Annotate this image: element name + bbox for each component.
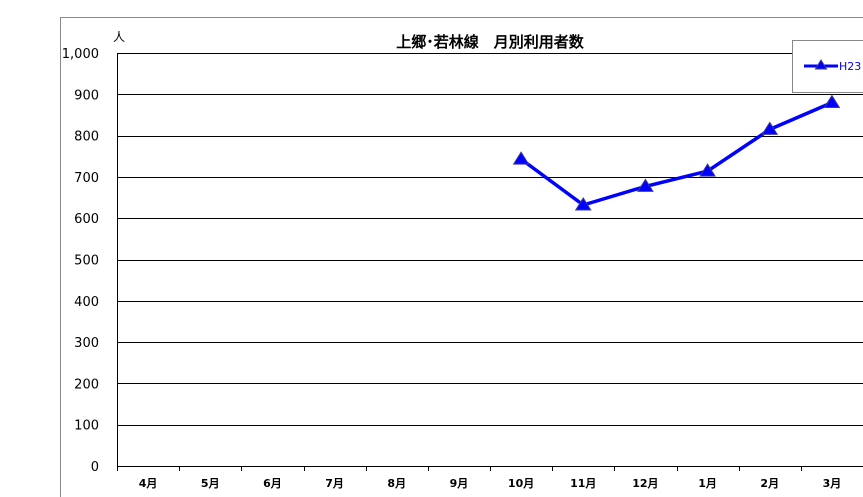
y-axis-tick-labels: 0 100 200 300 400 500 600 700 800 900 1,000: [62, 47, 99, 475]
data-point-marker: [699, 163, 716, 177]
data-point-marker: [512, 151, 530, 165]
y-tick-label: 500: [74, 254, 99, 269]
data-point-marker: [761, 121, 779, 135]
x-tick-label: 8月: [387, 477, 406, 490]
chart-frame: [60, 17, 863, 497]
x-tick-label: 2月: [760, 477, 779, 490]
axes: [117, 53, 863, 471]
series-h23: [512, 94, 841, 211]
data-point-marker: [637, 178, 654, 192]
y-tick-label: 300: [74, 336, 99, 351]
x-tick-label: 5月: [201, 477, 220, 490]
chart-title: 上郷･若林線 月別利用者数: [396, 33, 585, 51]
x-tick-label: 1月: [698, 477, 717, 490]
x-tick-label: 10月: [508, 477, 534, 490]
data-point-marker: [823, 94, 841, 109]
y-tick-label: 1,000: [62, 47, 99, 62]
y-tick-label: 900: [74, 88, 99, 103]
x-tick-label: 7月: [325, 477, 344, 490]
y-tick-label: 700: [74, 171, 99, 186]
legend-entry-h23: H23: [839, 60, 861, 73]
y-tick-label: 100: [74, 419, 99, 434]
y-tick-label: 600: [74, 212, 99, 227]
x-tick-label: 12月: [632, 477, 658, 490]
series-line-h23: [520, 100, 833, 207]
y-tick-label: 200: [74, 377, 99, 392]
data-point-marker: [574, 197, 592, 211]
x-axis-tick-labels: 4月 5月 6月 7月 8月 9月 10月 11月 12月 1月 2月 3月: [139, 477, 841, 490]
y-tick-label: 400: [74, 295, 99, 310]
y-tick-label: 800: [74, 130, 99, 145]
x-tick-label: 11月: [570, 477, 596, 490]
x-tick-label: 4月: [139, 477, 158, 490]
legend: H23: [792, 40, 863, 93]
gridlines: [117, 53, 863, 426]
y-axis-unit-label: 人: [113, 30, 125, 44]
x-tick-label: 6月: [263, 477, 282, 490]
x-tick-label: 3月: [823, 477, 842, 490]
x-tick-label: 9月: [450, 477, 469, 490]
legend-marker-h23: [814, 59, 828, 70]
y-tick-label: 0: [91, 460, 99, 475]
